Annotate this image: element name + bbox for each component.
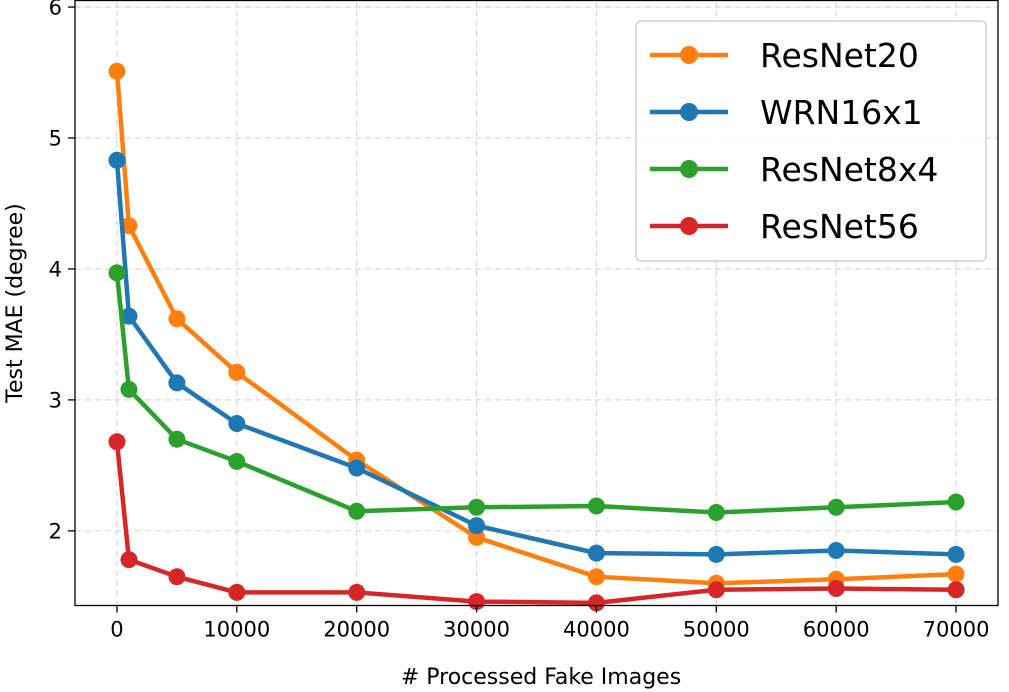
data-point [108, 151, 126, 169]
data-point [168, 310, 186, 328]
data-point [168, 430, 186, 448]
y-tick-label: 5 [49, 127, 62, 151]
legend-item: ResNet8x4 [650, 150, 938, 189]
data-point [947, 493, 965, 511]
series-layer [108, 62, 965, 612]
legend-item: ResNet56 [650, 207, 919, 246]
x-tick-label: 30000 [443, 618, 510, 642]
legend-marker [680, 103, 698, 121]
data-point [947, 545, 965, 563]
series-line [114, 270, 959, 515]
data-point [707, 504, 725, 522]
legend-marker [680, 217, 698, 235]
legend-item: WRN16x1 [650, 93, 923, 132]
data-point [348, 583, 366, 601]
data-point [120, 551, 138, 569]
y-tick-label: 3 [49, 388, 62, 412]
data-point [108, 433, 126, 451]
x-tick-label: 60000 [803, 618, 870, 642]
plot-frame [74, 0, 999, 607]
legend-label: ResNet20 [760, 36, 919, 75]
x-tick-label: 20000 [323, 618, 390, 642]
data-point [827, 579, 845, 597]
y-tick-label: 2 [49, 519, 62, 543]
legend-item: ResNet20 [650, 36, 919, 75]
data-point [827, 542, 845, 559]
legend-label: ResNet8x4 [760, 150, 938, 189]
data-point [228, 452, 246, 470]
legend-frame [635, 20, 987, 262]
data-point [120, 380, 138, 398]
y-tick-label: 6 [49, 0, 62, 20]
data-point [587, 594, 605, 612]
legend-marker [680, 160, 698, 178]
x-tick-label: 70000 [923, 618, 990, 642]
data-point [168, 568, 186, 586]
series-wrn16x1 [108, 151, 965, 563]
legend-marker [680, 46, 698, 64]
series-line [114, 439, 959, 606]
legend-label: WRN16x1 [760, 93, 923, 132]
data-point [348, 502, 366, 520]
data-point [120, 217, 138, 235]
series-resnet8x4 [108, 264, 965, 522]
data-point [468, 498, 486, 516]
data-point [468, 517, 486, 535]
data-point [587, 568, 605, 586]
x-tick-label: 40000 [563, 618, 630, 642]
series-line [114, 158, 959, 557]
data-point [947, 565, 965, 583]
series-resnet56 [108, 433, 965, 612]
data-point [228, 363, 246, 381]
data-point [348, 459, 366, 477]
data-point [168, 374, 186, 392]
y-axis-label: Test MAE (degree) [3, 203, 28, 404]
legend-label: ResNet56 [760, 207, 919, 246]
data-point [228, 414, 246, 432]
x-tick-label: 50000 [683, 618, 750, 642]
data-point [468, 528, 486, 546]
data-point [228, 583, 246, 601]
data-point [707, 581, 725, 599]
ticks: 0 10000 20000 30000 40000 50000 60000 70000 2 3 4 5… [49, 0, 990, 642]
x-axis-label: # Processed Fake Images [401, 665, 681, 690]
data-point [947, 581, 965, 599]
x-tick-label: 10000 [203, 618, 270, 642]
data-point [108, 62, 126, 80]
legend: ResNet20 WRN16x1 ResNet8x4 ResNet56 [635, 20, 987, 262]
data-point [707, 545, 725, 563]
data-point [827, 498, 845, 516]
y-tick-label: 4 [49, 257, 62, 281]
data-point [120, 307, 138, 325]
data-point [587, 497, 605, 515]
data-point [587, 544, 605, 562]
x-tick-label: 0 [110, 618, 123, 642]
data-point [108, 264, 126, 282]
